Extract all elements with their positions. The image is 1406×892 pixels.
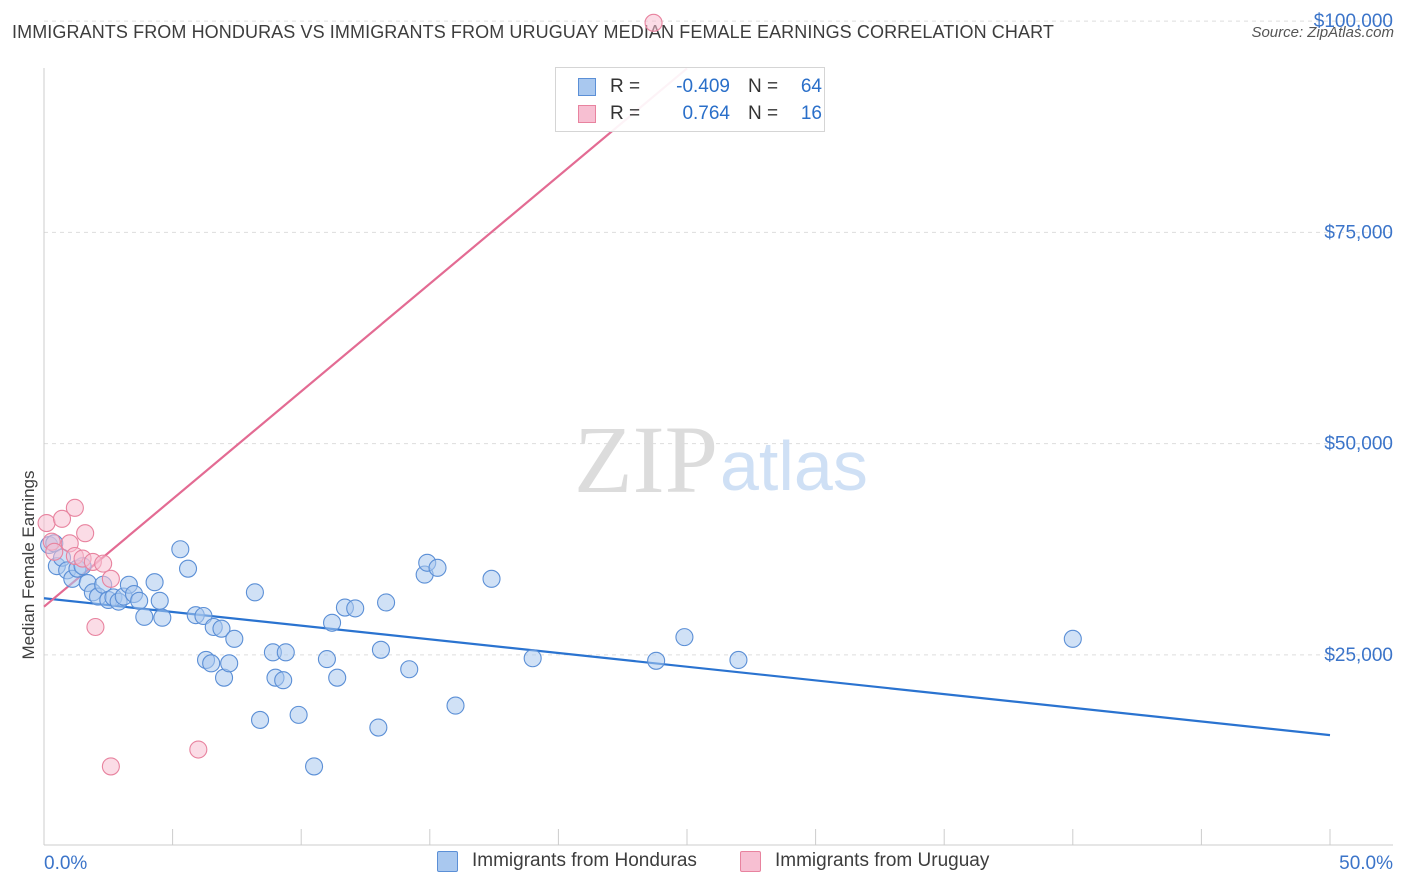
data-point-uruguay (101, 569, 120, 588)
data-point-honduras (145, 573, 164, 592)
data-point-uruguay (94, 554, 113, 573)
data-point-honduras (675, 628, 694, 647)
data-point-honduras (289, 705, 308, 724)
data-point-honduras (135, 607, 154, 626)
data-point-honduras (130, 591, 149, 610)
data-point-uruguay (101, 757, 120, 776)
legend-swatch-honduras (578, 78, 596, 96)
legend-r-value: 0.764 (682, 103, 730, 124)
data-point-honduras (482, 569, 501, 588)
series-name-honduras: Immigrants from Honduras (472, 850, 697, 871)
data-point-honduras (305, 757, 324, 776)
data-point-honduras (317, 650, 336, 669)
series-swatch-honduras (437, 850, 458, 872)
legend-r-value: -0.409 (676, 76, 730, 97)
data-point-honduras (346, 599, 365, 618)
data-point-uruguay (86, 617, 105, 637)
legend-swatch-uruguay (578, 105, 596, 123)
y-axis-label-wrap: Median Female Earnings (18, 360, 40, 660)
data-point-uruguay (644, 13, 663, 32)
data-point-honduras (523, 649, 542, 668)
legend-n-label: N = (748, 76, 779, 97)
x-ticks (43, 829, 1331, 845)
series-name-uruguay: Immigrants from Uruguay (775, 850, 990, 871)
watermark-zip: ZIP (574, 406, 718, 513)
watermark: ZIP atlas (574, 406, 868, 513)
data-point-honduras (323, 613, 342, 632)
data-point-uruguay (37, 514, 56, 533)
x-tick-label: 50.0% (1339, 853, 1393, 874)
legend-r-label: R = (610, 103, 641, 124)
data-point-honduras (245, 583, 264, 602)
source-label: Source: ZipAtlas.com (1251, 24, 1394, 41)
data-point-honduras (153, 608, 172, 627)
data-point-uruguay (189, 740, 208, 759)
y-tick-label: $75,000 (1324, 222, 1393, 243)
watermark-atlas: atlas (720, 427, 868, 505)
chart-title: IMMIGRANTS FROM HONDURAS VS IMMIGRANTS F… (12, 22, 1054, 42)
tick-labels: $25,000 $50,000 $75,000 $100,000 0.0% 50.0% (44, 11, 1393, 874)
data-point-honduras (202, 654, 221, 673)
data-point-honduras (369, 718, 388, 737)
data-point-honduras (400, 660, 419, 679)
data-point-honduras (250, 710, 270, 729)
data-point-honduras (225, 629, 244, 648)
legend-n-value: 64 (800, 76, 822, 97)
data-point-honduras (377, 593, 396, 612)
y-tick-label: $25,000 (1324, 645, 1393, 666)
data-point-uruguay (76, 524, 95, 543)
legend-r-label: R = (610, 76, 641, 97)
data-point-honduras (220, 654, 239, 673)
data-point-honduras (371, 640, 390, 659)
data-point-honduras (446, 696, 465, 715)
data-point-honduras (150, 591, 169, 610)
series-legend-uruguay[interactable]: Immigrants from Uruguay (740, 850, 989, 872)
legend-row-honduras: R = -0.409 N = 64 (578, 75, 822, 99)
trend-line-honduras (43, 597, 1331, 737)
data-point-uruguay (65, 498, 84, 517)
data-points (37, 13, 1082, 776)
data-point-honduras (328, 668, 347, 687)
data-point-honduras (178, 559, 198, 578)
data-point-uruguay (45, 542, 64, 561)
data-point-honduras (647, 651, 666, 670)
data-point-uruguay (52, 509, 72, 528)
y-axis-label: Median Female Earnings (19, 471, 38, 660)
series-swatch-uruguay (740, 850, 761, 872)
y-tick-label: $50,000 (1324, 434, 1393, 455)
y-tick-label: $100,000 (1314, 11, 1393, 32)
axes (43, 68, 1393, 846)
data-point-honduras (171, 540, 190, 559)
data-point-honduras (428, 558, 447, 577)
legend-n-value: 16 (800, 103, 822, 124)
series-legend: Immigrants from Honduras Immigrants from… (0, 850, 1406, 878)
trend-lines (43, 67, 1331, 737)
data-point-honduras (729, 650, 748, 669)
series-legend-honduras[interactable]: Immigrants from Honduras (437, 850, 697, 872)
data-point-honduras (1063, 629, 1082, 648)
data-point-honduras (274, 671, 293, 690)
legend-n-label: N = (748, 103, 779, 124)
x-tick-label: 0.0% (44, 853, 87, 874)
stats-legend: R = -0.409 N = 64 R = 0.764 N = 16 (555, 67, 825, 132)
trend-line-uruguay (43, 67, 688, 608)
legend-row-uruguay: R = 0.764 N = 16 (578, 102, 822, 126)
data-point-honduras (276, 643, 295, 662)
data-point-honduras (212, 619, 231, 638)
